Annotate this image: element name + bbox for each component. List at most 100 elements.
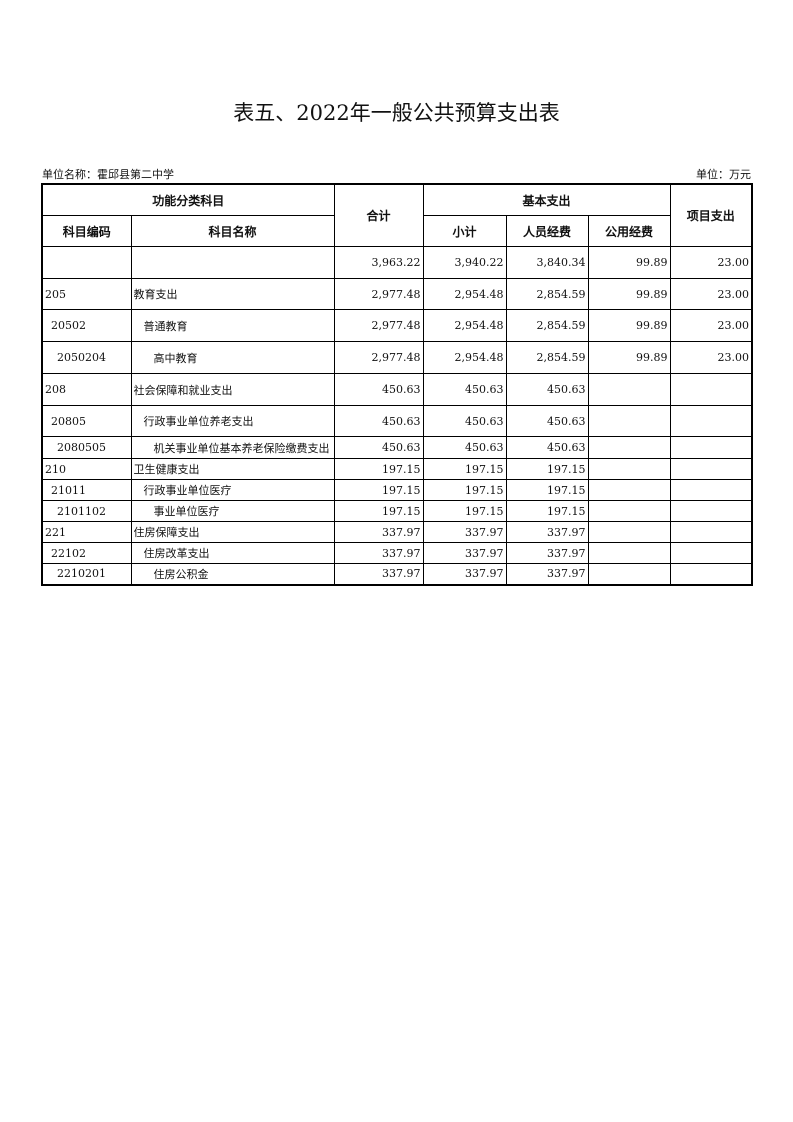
- table-row: 22102 住房改革支出 337.97 337.97 337.97: [41, 542, 753, 564]
- cell-project: [669, 563, 753, 585]
- unit-name: 单位名称：霍邱县第二中学: [42, 168, 174, 181]
- table-row: 2050204 高中教育 2,977.48 2,954.48 2,854.59 99.89…: [41, 341, 753, 374]
- cell-name: 社会保障和就业支出: [130, 373, 335, 406]
- cell-personnel: 450.63: [505, 405, 589, 437]
- cell-project: [669, 373, 753, 406]
- cell-name: 住房公积金: [130, 563, 335, 585]
- cell-project: [669, 500, 753, 522]
- table-row: 2080505 机关事业单位基本养老保险缴费支出 450.63 450.63 450.6…: [41, 436, 753, 459]
- currency-unit: 单位：万元: [696, 168, 751, 181]
- cell-subtotal: 2,954.48: [422, 309, 507, 342]
- header-total: 合计: [333, 183, 424, 247]
- cell-total: 450.63: [333, 373, 424, 406]
- cell-code: 2210201: [41, 563, 132, 585]
- header-basic: 基本支出: [422, 183, 671, 216]
- cell-code: 208: [41, 373, 132, 406]
- table-row: 205 教育支出 2,977.48 2,954.48 2,854.59 99.89 23.0…: [41, 278, 753, 310]
- cell-subtotal: 197.15: [422, 500, 507, 522]
- cell-code: 20502: [41, 309, 132, 342]
- cell-subtotal: 197.15: [422, 458, 507, 480]
- cell-code: [41, 246, 132, 279]
- cell-total: 197.15: [333, 479, 424, 501]
- cell-project: [669, 458, 753, 480]
- cell-code: 2050204: [41, 341, 132, 374]
- table-row: 208 社会保障和就业支出 450.63 450.63 450.63: [41, 373, 753, 406]
- cell-project: [669, 542, 753, 564]
- cell-name: 行政事业单位医疗: [130, 479, 335, 501]
- cell-code: 20805: [41, 405, 132, 437]
- cell-project: [669, 521, 753, 543]
- cell-public: [587, 405, 671, 437]
- cell-subtotal: 450.63: [422, 373, 507, 406]
- cell-public: [587, 500, 671, 522]
- header-name: 科目名称: [130, 215, 335, 247]
- cell-public: [587, 458, 671, 480]
- cell-name: 住房保障支出: [130, 521, 335, 543]
- header-public: 公用经费: [587, 215, 671, 247]
- cell-public: [587, 542, 671, 564]
- cell-total: 337.97: [333, 563, 424, 585]
- cell-total: 3,963.22: [333, 246, 424, 279]
- table-row: 20805 行政事业单位养老支出 450.63 450.63 450.63: [41, 405, 753, 437]
- cell-code: 22102: [41, 542, 132, 564]
- cell-code: 2101102: [41, 500, 132, 522]
- cell-subtotal: 337.97: [422, 542, 507, 564]
- cell-public: [587, 436, 671, 459]
- cell-subtotal: 337.97: [422, 521, 507, 543]
- cell-code: 21011: [41, 479, 132, 501]
- cell-name: 教育支出: [130, 278, 335, 310]
- cell-name: 行政事业单位养老支出: [130, 405, 335, 437]
- page-title: 表五、2022年一般公共预算支出表: [233, 101, 560, 125]
- cell-total: 197.15: [333, 458, 424, 480]
- cell-public: 99.89: [587, 246, 671, 279]
- cell-project: [669, 479, 753, 501]
- cell-personnel: 450.63: [505, 373, 589, 406]
- header-personnel: 人员经费: [505, 215, 589, 247]
- cell-project: 23.00: [669, 278, 753, 310]
- cell-total: 2,977.48: [333, 309, 424, 342]
- cell-public: 99.89: [587, 341, 671, 374]
- cell-name: 住房改革支出: [130, 542, 335, 564]
- cell-personnel: 337.97: [505, 542, 589, 564]
- cell-personnel: 197.15: [505, 500, 589, 522]
- cell-subtotal: 3,940.22: [422, 246, 507, 279]
- cell-project: [669, 405, 753, 437]
- cell-subtotal: 337.97: [422, 563, 507, 585]
- cell-personnel: 2,854.59: [505, 278, 589, 310]
- cell-public: [587, 563, 671, 585]
- cell-code: 2080505: [41, 436, 132, 459]
- table-row: 210 卫生健康支出 197.15 197.15 197.15: [41, 458, 753, 480]
- cell-name: [130, 246, 335, 279]
- cell-personnel: 2,854.59: [505, 341, 589, 374]
- cell-project: [669, 436, 753, 459]
- cell-total: 450.63: [333, 436, 424, 459]
- table-row: 21011 行政事业单位医疗 197.15 197.15 197.15: [41, 479, 753, 501]
- header-code: 科目编码: [41, 215, 132, 247]
- cell-public: 99.89: [587, 309, 671, 342]
- cell-name: 机关事业单位基本养老保险缴费支出: [130, 436, 335, 459]
- cell-subtotal: 197.15: [422, 479, 507, 501]
- table-row: 221 住房保障支出 337.97 337.97 337.97: [41, 521, 753, 543]
- cell-project: 23.00: [669, 309, 753, 342]
- cell-code: 221: [41, 521, 132, 543]
- cell-total: 2,977.48: [333, 341, 424, 374]
- cell-public: [587, 521, 671, 543]
- cell-personnel: 337.97: [505, 563, 589, 585]
- cell-subtotal: 2,954.48: [422, 278, 507, 310]
- budget-table: 功能分类科目 合计 基本支出 项目支出 科目编码 科目名称 小计 人员经费 公用…: [41, 183, 754, 586]
- cell-subtotal: 450.63: [422, 436, 507, 459]
- cell-personnel: 337.97: [505, 521, 589, 543]
- cell-public: 99.89: [587, 278, 671, 310]
- cell-total: 337.97: [333, 521, 424, 543]
- cell-project: 23.00: [669, 246, 753, 279]
- cell-public: [587, 479, 671, 501]
- cell-personnel: 2,854.59: [505, 309, 589, 342]
- table-row: 3,963.22 3,940.22 3,840.34 99.89 23.00: [41, 246, 753, 279]
- cell-name: 普通教育: [130, 309, 335, 342]
- cell-code: 205: [41, 278, 132, 310]
- cell-total: 2,977.48: [333, 278, 424, 310]
- cell-personnel: 197.15: [505, 458, 589, 480]
- cell-code: 210: [41, 458, 132, 480]
- cell-project: 23.00: [669, 341, 753, 374]
